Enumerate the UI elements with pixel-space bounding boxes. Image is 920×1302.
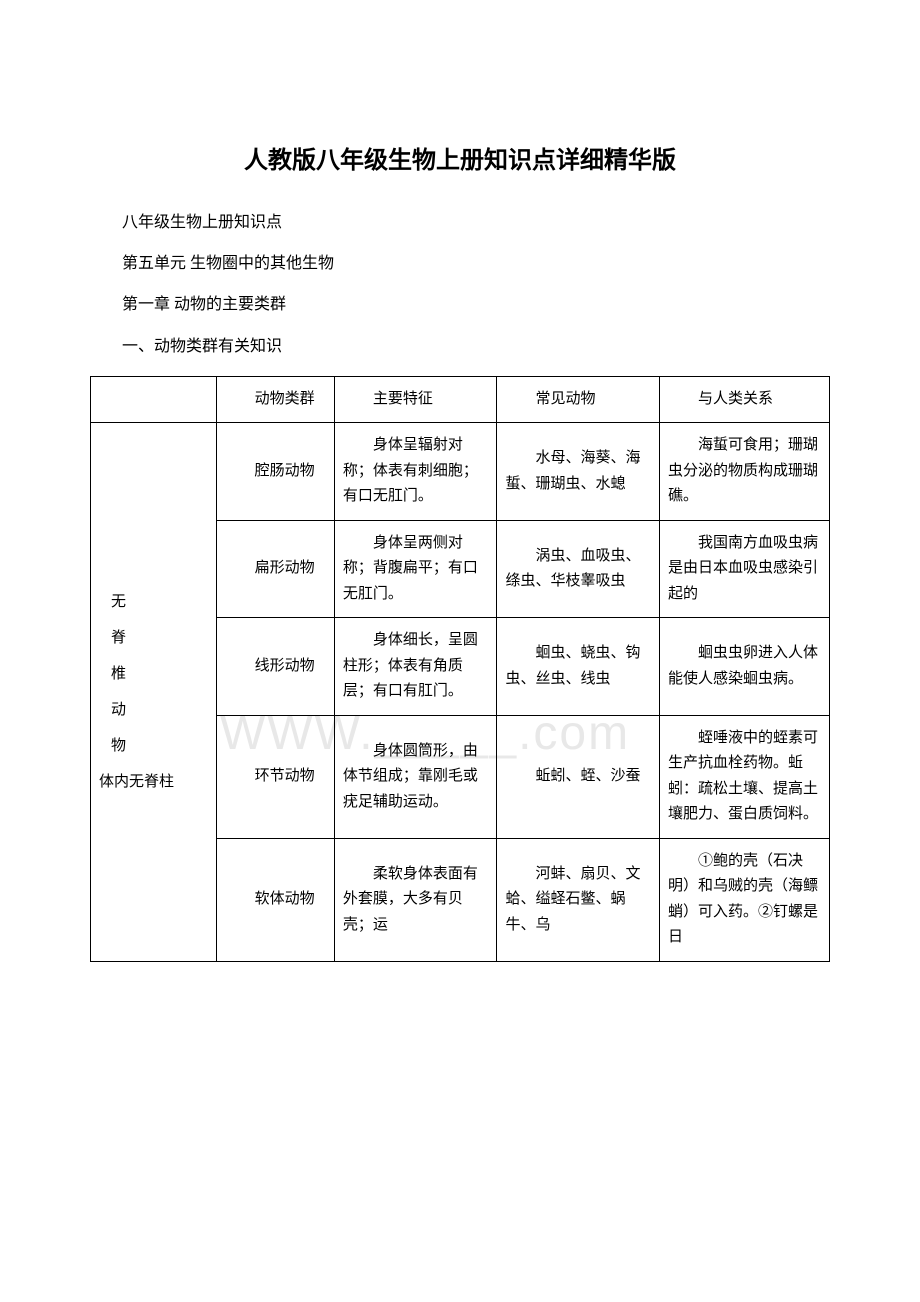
animals-cell: 蚯蚓、蛭、沙蚕 — [497, 715, 660, 838]
animal-classification-table: 动物类群 主要特征 常见动物 与人类关系 无 脊 椎 动 物 体内无脊柱 腔肠动… — [90, 376, 830, 962]
table-container: WWW._____.com 动物类群 主要特征 常见动物 与人类关系 无 脊 椎… — [90, 376, 830, 962]
table-header-row: 动物类群 主要特征 常见动物 与人类关系 — [91, 376, 830, 423]
group-cell: 腔肠动物 — [216, 423, 334, 521]
animals-cell: 河蚌、扇贝、文蛤、缢蛏石鳖、蜗牛、乌 — [497, 838, 660, 961]
header-group: 动物类群 — [216, 376, 334, 423]
group-cell: 扁形动物 — [216, 520, 334, 618]
table-row: 无 脊 椎 动 物 体内无脊柱 腔肠动物 身体呈辐射对称；体表有刺细胞；有口无肛… — [91, 423, 830, 521]
intro-line-4: 一、动物类群有关知识 — [90, 329, 830, 364]
header-animals: 常见动物 — [497, 376, 660, 423]
intro-line-2: 第五单元 生物圈中的其他生物 — [90, 246, 830, 281]
group-cell: 环节动物 — [216, 715, 334, 838]
header-relation: 与人类关系 — [660, 376, 830, 423]
animals-cell: 水母、海葵、海蜇、珊瑚虫、水螅 — [497, 423, 660, 521]
intro-line-1: 八年级生物上册知识点 — [90, 205, 830, 240]
category-char-5: 物 — [111, 728, 208, 764]
document-title: 人教版八年级生物上册知识点详细精华版 — [90, 140, 830, 175]
group-cell: 线形动物 — [216, 618, 334, 716]
category-note: 体内无脊柱 — [99, 764, 208, 800]
feature-cell: 柔软身体表面有外套膜，大多有贝壳；运 — [334, 838, 497, 961]
header-feature: 主要特征 — [334, 376, 497, 423]
animals-cell: 涡虫、血吸虫、绦虫、华枝睾吸虫 — [497, 520, 660, 618]
relation-cell: ①鲍的壳（石决明）和乌贼的壳（海鳔蛸）可入药。②钉螺是日 — [660, 838, 830, 961]
feature-cell: 身体呈两侧对称；背腹扁平；有口无肛门。 — [334, 520, 497, 618]
relation-cell: 蛭唾液中的蛭素可生产抗血栓药物。蚯蚓：疏松土壤、提高土壤肥力、蛋白质饲料。 — [660, 715, 830, 838]
relation-cell: 海蜇可食用；珊瑚虫分泌的物质构成珊瑚礁。 — [660, 423, 830, 521]
animals-cell: 蛔虫、蛲虫、钩虫、丝虫、线虫 — [497, 618, 660, 716]
category-char-2: 脊 — [111, 620, 208, 656]
category-cell: 无 脊 椎 动 物 体内无脊柱 — [91, 423, 217, 962]
category-char-3: 椎 — [111, 656, 208, 692]
intro-line-3: 第一章 动物的主要类群 — [90, 287, 830, 322]
relation-cell: 我国南方血吸虫病是由日本血吸虫感染引起的 — [660, 520, 830, 618]
group-cell: 软体动物 — [216, 838, 334, 961]
category-char-4: 动 — [111, 692, 208, 728]
feature-cell: 身体细长，呈圆柱形；体表有角质层；有口有肛门。 — [334, 618, 497, 716]
relation-cell: 蛔虫虫卵进入人体能使人感染蛔虫病。 — [660, 618, 830, 716]
category-char-1: 无 — [111, 584, 208, 620]
header-empty — [91, 376, 217, 423]
feature-cell: 身体圆筒形，由体节组成；靠刚毛或疣足辅助运动。 — [334, 715, 497, 838]
feature-cell: 身体呈辐射对称；体表有刺细胞；有口无肛门。 — [334, 423, 497, 521]
